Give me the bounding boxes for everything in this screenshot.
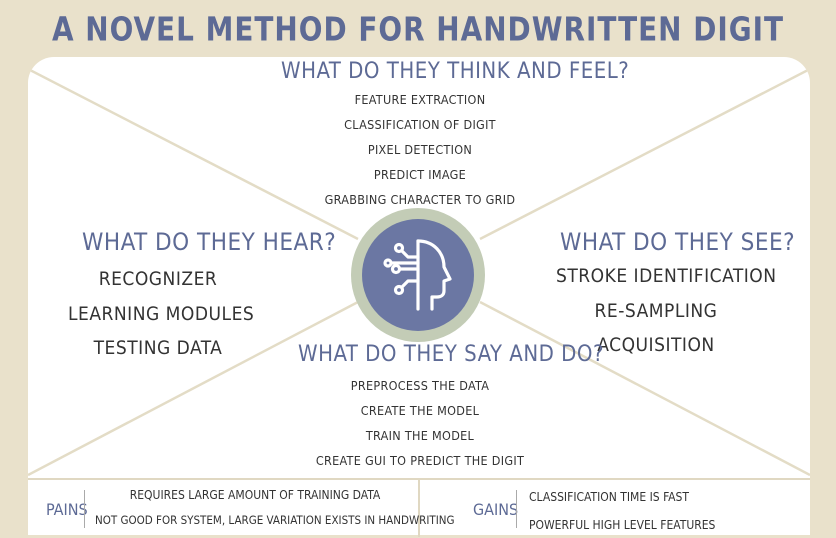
center-circle-inner (362, 219, 474, 331)
quadrant-dividers (28, 67, 810, 477)
list-item: Learning modules (68, 302, 255, 325)
think-feel-heading: What do they think and feel? (281, 59, 630, 84)
list-item: Acquisition (597, 334, 715, 356)
list-item: Predict image (373, 167, 467, 182)
pains-label: Pains (46, 500, 88, 519)
hear-heading: What do they hear? (82, 228, 337, 256)
list-item: Create the model (360, 403, 480, 418)
gains-item-2: Powerful high level features (529, 518, 716, 532)
ai-head-icon (383, 239, 452, 311)
pains-gains-footer (28, 478, 810, 537)
gains-item-1: Classification time is fast (529, 490, 690, 504)
list-item: Stroke identification (556, 265, 777, 287)
center-circle (351, 208, 485, 342)
think-feel-list: Feature extraction Classification of dig… (320, 87, 520, 212)
gains-label: Gains (473, 500, 519, 519)
pains-item-2: Not good for system, large variation exi… (95, 513, 455, 527)
list-item: Feature extraction (354, 92, 486, 107)
list-item: Recognizer (98, 268, 218, 290)
pains-item-1: Requires large amount of training data (129, 488, 381, 502)
see-heading: What do they see? (560, 228, 796, 256)
list-item: Classification of digit (344, 117, 496, 132)
list-item: Create GUI to predict the digit (315, 453, 525, 468)
page-title: A Novel Method for Handwritten Digit Rec… (51, 11, 785, 95)
pains-separator (84, 490, 85, 528)
list-item: Pixel detection (367, 142, 473, 157)
list-item: Grabbing character to grid (324, 192, 516, 207)
say-do-heading: What do they say and do? (298, 342, 604, 367)
see-list: Stroke identification Re-sampling Acquis… (556, 259, 777, 363)
footer-divider (418, 480, 420, 537)
list-item: Testing data (93, 337, 223, 359)
list-item: Train the model (365, 428, 475, 443)
list-item: Re-sampling (594, 299, 718, 322)
list-item: Preprocess the data (350, 378, 490, 393)
gains-separator (516, 490, 517, 528)
say-do-list: Preprocess the data Create the model Tra… (310, 373, 530, 473)
hear-list: Recognizer Learning modules Testing data (68, 262, 255, 366)
